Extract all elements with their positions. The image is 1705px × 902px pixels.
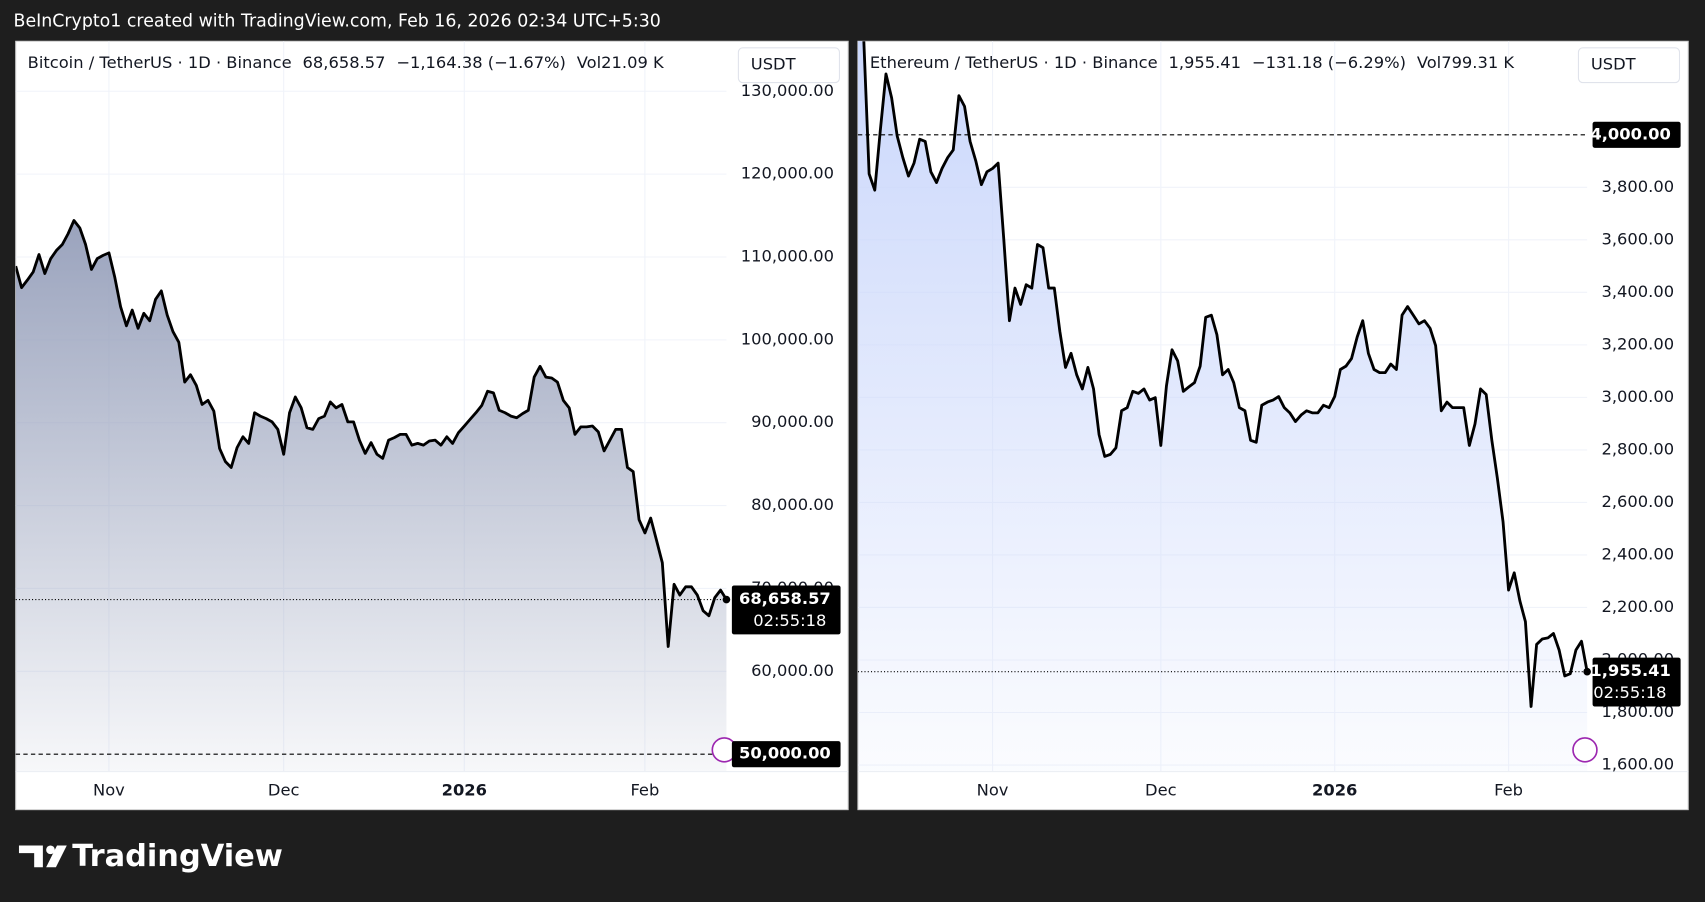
x-tick-label: Feb — [630, 781, 659, 800]
currency-label: USDT — [1591, 55, 1636, 74]
header-change: −131.18 (−6.29%) — [1252, 53, 1406, 72]
x-tick-label: Feb — [1494, 781, 1523, 800]
y-tick-label: 110,000.00 — [741, 246, 834, 265]
x-tick-label: 2026 — [1312, 781, 1357, 800]
header-change: −1,164.38 (−1.67%) — [396, 53, 566, 72]
y-tick-label: 2,800.00 — [1602, 439, 1675, 458]
symbol-header: Ethereum / TetherUS · 1D · Binance 1,955.… — [870, 53, 1516, 72]
snapshot-caption: BeInCrypto1 created with TradingView.com… — [14, 12, 661, 32]
alert-tag-label: 50,000.00 — [739, 744, 831, 763]
y-tick-label: 2,600.00 — [1602, 492, 1675, 511]
header-title: Ethereum / TetherUS · 1D · Binance — [870, 53, 1158, 72]
symbol-header: Bitcoin / TetherUS · 1D · Binance 68,658.… — [28, 53, 665, 72]
plot — [15, 41, 728, 772]
header-title: Bitcoin / TetherUS · 1D · Binance — [28, 53, 292, 72]
y-tick-label: 100,000.00 — [741, 329, 834, 348]
x-tick-label: Dec — [268, 781, 300, 800]
alert-tag-label: 4,000.00 — [1590, 124, 1670, 143]
x-tick-label: Dec — [1145, 781, 1177, 800]
y-tick-label: 3,200.00 — [1602, 334, 1675, 353]
header-volume: Vol799.31 K — [1417, 53, 1516, 72]
plot — [857, 41, 1589, 772]
header-price: 1,955.41 — [1168, 53, 1241, 72]
price-tag — [1592, 657, 1681, 707]
y-tick-label: 80,000.00 — [751, 495, 834, 514]
x-tick-label: Nov — [977, 781, 1009, 800]
price-line — [862, 41, 1589, 708]
x-tick-label: Nov — [93, 781, 125, 800]
y-tick-label: 3,400.00 — [1602, 282, 1675, 301]
y-tick-label: 120,000.00 — [741, 164, 834, 183]
y-tick-label: 1,800.00 — [1602, 702, 1675, 721]
price-line — [15, 219, 728, 648]
y-tick-label: 2,400.00 — [1602, 544, 1675, 563]
brand-name: TradingView — [72, 839, 283, 874]
y-tick-label: 3,600.00 — [1602, 229, 1675, 248]
y-tick-label: 3,000.00 — [1602, 387, 1675, 406]
currency-button — [1577, 47, 1681, 84]
alert-tag — [731, 741, 841, 768]
area-fill — [857, 41, 1588, 772]
y-tick-label: 2,200.00 — [1602, 597, 1675, 616]
y-tick-label: 90,000.00 — [751, 412, 834, 431]
price-tag — [731, 585, 841, 635]
x-tick-label: 2026 — [442, 781, 487, 800]
header-price: 68,658.57 — [303, 53, 386, 72]
y-tick-label: 1,600.00 — [1602, 755, 1675, 774]
currency-button — [737, 47, 841, 84]
price-tag-label: 1,955.41 — [1590, 661, 1670, 680]
y-tick-label: 60,000.00 — [751, 661, 834, 680]
y-tick-label: 130,000.00 — [741, 81, 834, 100]
countdown: 02:55:18 — [1593, 683, 1666, 702]
price-tag-label: 68,658.57 — [739, 589, 831, 608]
area-fill — [15, 220, 727, 772]
alert-icon — [1572, 737, 1598, 763]
header-volume: Vol21.09 K — [577, 53, 665, 72]
last-price-dot — [722, 595, 731, 604]
last-price-dot — [1583, 667, 1591, 676]
countdown: 02:55:18 — [753, 611, 826, 630]
y-tick-label: 3,800.00 — [1602, 177, 1675, 196]
alert-tag — [1592, 121, 1681, 148]
brand-logo — [18, 845, 67, 868]
currency-label: USDT — [751, 55, 796, 74]
